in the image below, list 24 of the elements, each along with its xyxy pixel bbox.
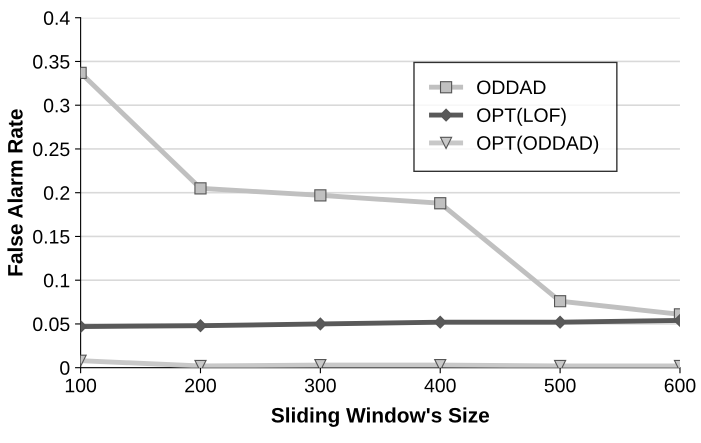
- y-tick-label: 0.4: [44, 11, 70, 25]
- y-axis-title: False Alarm Rate: [7, 109, 23, 276]
- y-tick-label: 0.2: [44, 186, 70, 200]
- y-tick-label: 0.05: [33, 317, 70, 332]
- y-tick-label: 0: [60, 361, 70, 375]
- x-tick-label: 600: [664, 378, 696, 392]
- y-tick-label: 0.15: [33, 230, 70, 244]
- x-tick-label: 400: [424, 378, 456, 392]
- point: [434, 197, 446, 210]
- x-tick-label: 200: [185, 378, 216, 392]
- legend-label: OPT(ODDAD): [477, 136, 598, 154]
- x-tick-label: 100: [66, 378, 96, 392]
- x-tick-label: 300: [304, 378, 336, 392]
- y-tick-label: 0.25: [33, 142, 70, 156]
- y-tick-label: 0.35: [33, 54, 70, 69]
- y-tick-label: 0.1: [44, 274, 70, 288]
- point: [314, 189, 326, 202]
- legend-label: ODDAD: [477, 80, 546, 94]
- legend-label: OPT(LOF): [477, 108, 566, 126]
- y-tick-label: 0.3: [44, 98, 70, 112]
- x-tick-label: 500: [544, 378, 576, 392]
- point: [434, 316, 447, 329]
- x-axis-title: Sliding Window's Size: [271, 407, 490, 427]
- point: [314, 317, 327, 330]
